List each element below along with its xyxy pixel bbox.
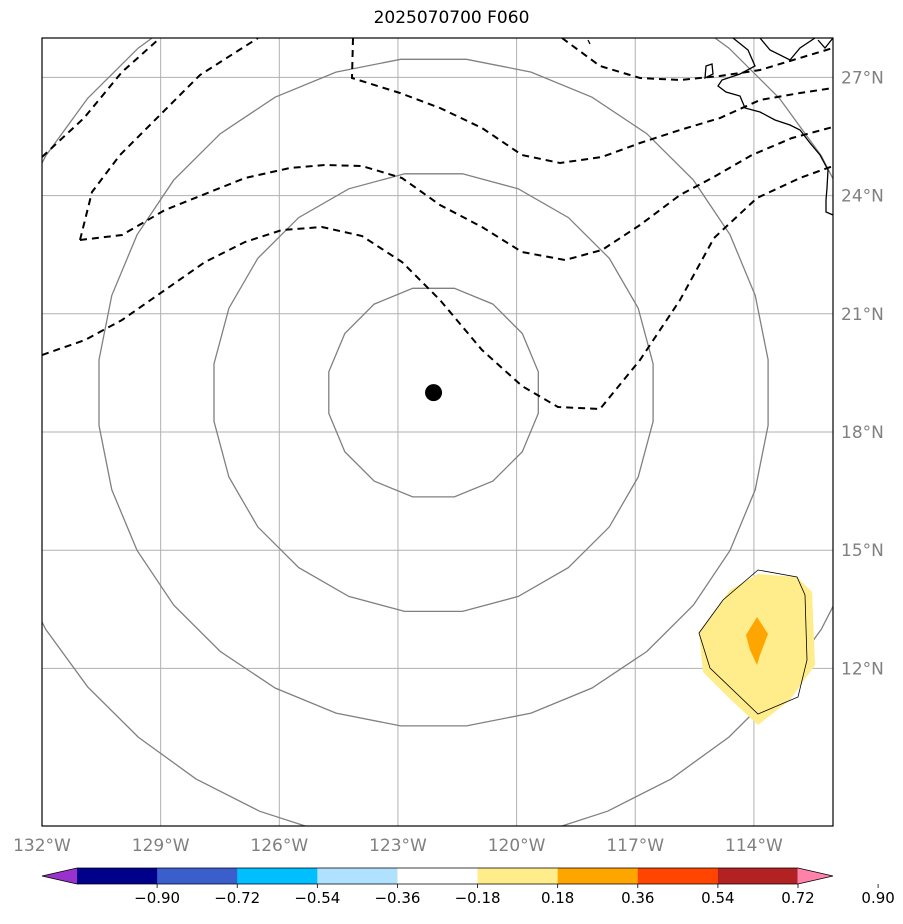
dashed-contour-1 — [42, 38, 161, 158]
colorbar-tick-label: −0.54 — [294, 889, 340, 907]
lat-tick-label: 27°N — [841, 68, 884, 88]
colorbar-tick-label: −0.72 — [214, 889, 260, 907]
colorbar-swatch — [557, 868, 639, 884]
range-rings — [42, 38, 833, 826]
colorbar: −0.90 −0.72 −0.54 −0.36 −0.18 0.18 0.36 0.54 0.7… — [41, 867, 895, 907]
lat-tick-label: 15°N — [841, 541, 884, 561]
colorbar-tick-label: 0.54 — [701, 889, 734, 907]
map-title: 2025070700 F060 — [373, 8, 530, 28]
lat-tick-label: 21°N — [841, 305, 884, 325]
graticule — [42, 38, 833, 826]
lon-tick-label: 117°W — [606, 836, 664, 856]
dashed-contour-5 — [42, 165, 833, 411]
lat-tick-labels: 27°N 24°N 21°N 18°N 15°N 12°N — [841, 68, 884, 679]
map-frame — [41, 37, 834, 827]
colorbar-swatch — [77, 868, 158, 884]
colorbar-swatch — [157, 868, 238, 884]
dashed-contour-2 — [79, 126, 833, 262]
colorbar-swatch — [637, 868, 719, 884]
dashed-contours — [42, 38, 833, 411]
lon-tick-label: 120°W — [488, 836, 546, 856]
colorbar-tick-label: 0.36 — [621, 889, 654, 907]
colorbar-swatch — [317, 868, 398, 884]
colorbar-swatch — [397, 868, 479, 884]
lon-tick-labels: 132°W 129°W 126°W 123°W 120°W 117°W 114°W — [13, 836, 783, 856]
lon-tick-label: 123°W — [369, 836, 427, 856]
dashed-contour-4 — [350, 38, 833, 165]
range-ring — [328, 287, 539, 498]
lat-tick-label: 24°N — [841, 187, 884, 207]
lon-tick-label: 132°W — [13, 836, 71, 856]
coastline-mainland — [759, 38, 833, 61]
dashed-contour-6 — [561, 38, 833, 82]
lat-tick-label: 12°N — [841, 659, 884, 679]
colorbar-tick-label: −0.36 — [374, 889, 420, 907]
colorbar-extend-low — [42, 868, 78, 884]
coastline-island — [587, 39, 714, 80]
colorbar-tick-label: 0.90 — [861, 889, 894, 907]
coastline-baja — [717, 38, 833, 216]
solid-contour — [698, 569, 808, 715]
colorbar-tick-label: −0.90 — [134, 889, 180, 907]
colorbar-extend-high — [797, 868, 833, 884]
range-ring — [213, 173, 654, 613]
colorbar-swatch — [717, 868, 799, 884]
colorbar-outline — [41, 867, 834, 885]
colorbar-tick-label: 0.18 — [541, 889, 574, 907]
colorbar-tick-label: −0.18 — [455, 889, 501, 907]
lon-tick-label: 129°W — [132, 836, 190, 856]
colorbar-swatch — [237, 868, 318, 884]
lon-tick-label: 114°W — [725, 836, 783, 856]
range-ring — [98, 58, 769, 727]
storm-center-marker — [425, 384, 443, 402]
shaded-contours — [698, 569, 815, 725]
lon-tick-label: 126°W — [250, 836, 308, 856]
colorbar-swatch — [477, 868, 559, 884]
colorbar-tick-label: 0.72 — [781, 889, 814, 907]
dashed-contour-3 — [79, 38, 259, 241]
fill-region-high — [746, 617, 768, 665]
range-ring — [42, 38, 833, 826]
coastline — [587, 38, 833, 216]
lat-tick-label: 18°N — [841, 423, 884, 443]
